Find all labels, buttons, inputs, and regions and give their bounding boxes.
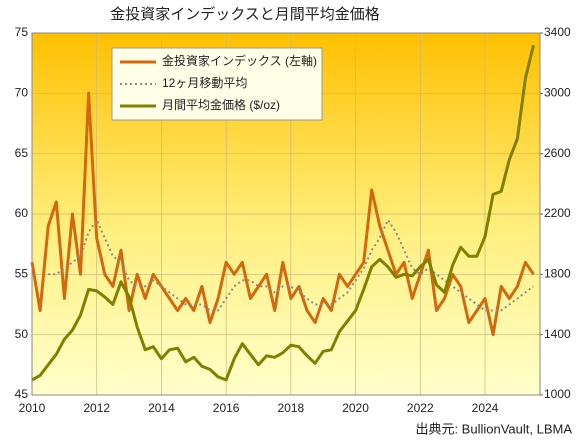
y2-tick-label: 3400 bbox=[544, 25, 571, 39]
chart-title: 金投資家インデックスと月間平均金価格 bbox=[110, 5, 380, 23]
y-tick-label: 65 bbox=[15, 146, 29, 160]
y2-tick-label: 2200 bbox=[544, 206, 571, 220]
source: 出典元: BullionVault, LBMA bbox=[415, 421, 572, 436]
y2-tick-label: 2600 bbox=[544, 146, 571, 160]
x-tick-label: 2020 bbox=[342, 401, 369, 415]
x-tick-label: 2022 bbox=[407, 401, 434, 415]
x-tick-label: 2012 bbox=[83, 401, 110, 415]
y-tick-label: 75 bbox=[15, 25, 29, 39]
x-tick-label: 2018 bbox=[278, 401, 305, 415]
y-tick-label: 70 bbox=[15, 86, 29, 100]
y-tick-label: 50 bbox=[15, 327, 29, 341]
y-tick-label: 60 bbox=[15, 206, 29, 220]
series-line bbox=[31, 44, 535, 382]
y2-tick-label: 1400 bbox=[544, 327, 571, 341]
x-tick-label: 2024 bbox=[472, 401, 499, 415]
legend-label: 12ヶ月移動平均 bbox=[162, 76, 247, 90]
legend-label: 月間平均金価格 ($/oz) bbox=[162, 97, 280, 112]
y-tick-label: 55 bbox=[15, 267, 29, 281]
legend-label: 金投資家インデックス (左軸) bbox=[162, 53, 317, 68]
x-tick-label: 2014 bbox=[148, 401, 175, 415]
x-tick-label: 2010 bbox=[19, 401, 46, 415]
series-line bbox=[30, 91, 535, 337]
y2-tick-label: 3000 bbox=[544, 86, 571, 100]
y2-tick-label: 1800 bbox=[544, 267, 571, 281]
x-tick-label: 2016 bbox=[213, 401, 240, 415]
y-tick-label: 45 bbox=[15, 387, 29, 401]
y2-tick-label: 1000 bbox=[544, 387, 571, 401]
plot-border bbox=[31, 32, 541, 396]
